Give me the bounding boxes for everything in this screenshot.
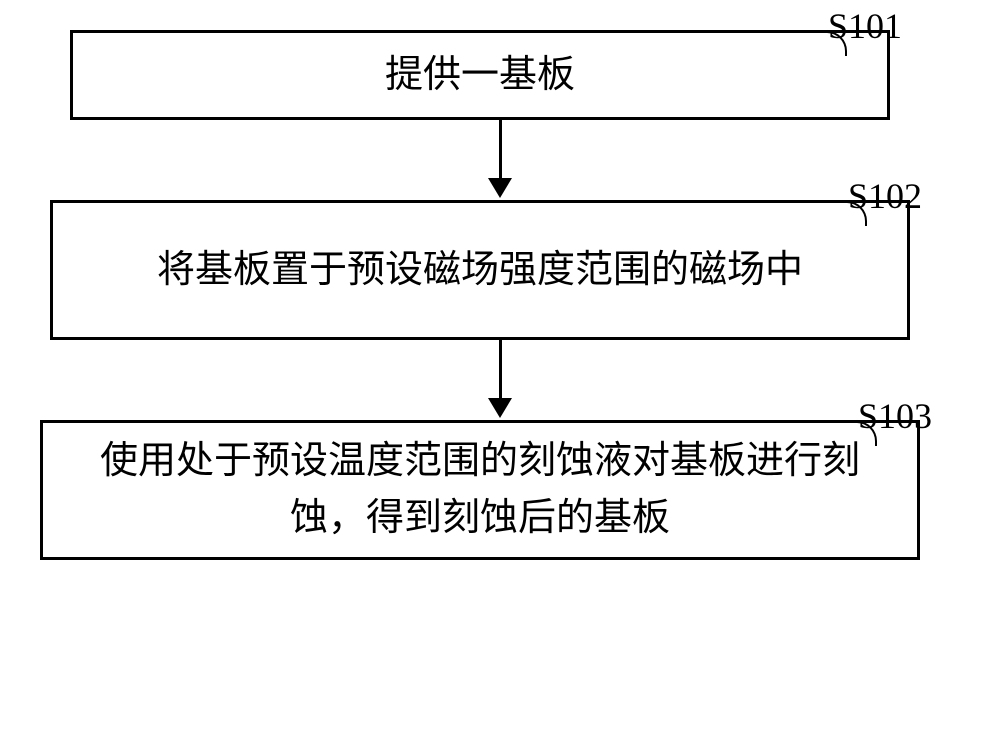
arrow-1	[50, 120, 950, 200]
step-text-3: 使用处于预设温度范围的刻蚀液对基板进行刻蚀，得到刻蚀后的基板	[73, 433, 887, 547]
step-label-3: S103	[858, 395, 932, 437]
arrow-2	[50, 340, 950, 420]
step-box-2: S102 将基板置于预设磁场强度范围的磁场中	[50, 200, 910, 340]
step-label-2: S102	[848, 175, 922, 217]
arrow-head-1	[488, 178, 512, 198]
step-text-2: 将基板置于预设磁场强度范围的磁场中	[157, 242, 803, 299]
step-label-1: S101	[828, 5, 902, 47]
step-box-3: S103 使用处于预设温度范围的刻蚀液对基板进行刻蚀，得到刻蚀后的基板	[40, 420, 920, 560]
step-text-1: 提供一基板	[385, 47, 575, 104]
arrow-line-2	[499, 340, 502, 400]
step-box-1: S101 提供一基板	[70, 30, 890, 120]
arrow-head-2	[488, 398, 512, 418]
flowchart-container: S101 提供一基板 S102 将基板置于预设磁场强度范围的磁场中 S103 使…	[50, 30, 950, 560]
arrow-line-1	[499, 120, 502, 180]
